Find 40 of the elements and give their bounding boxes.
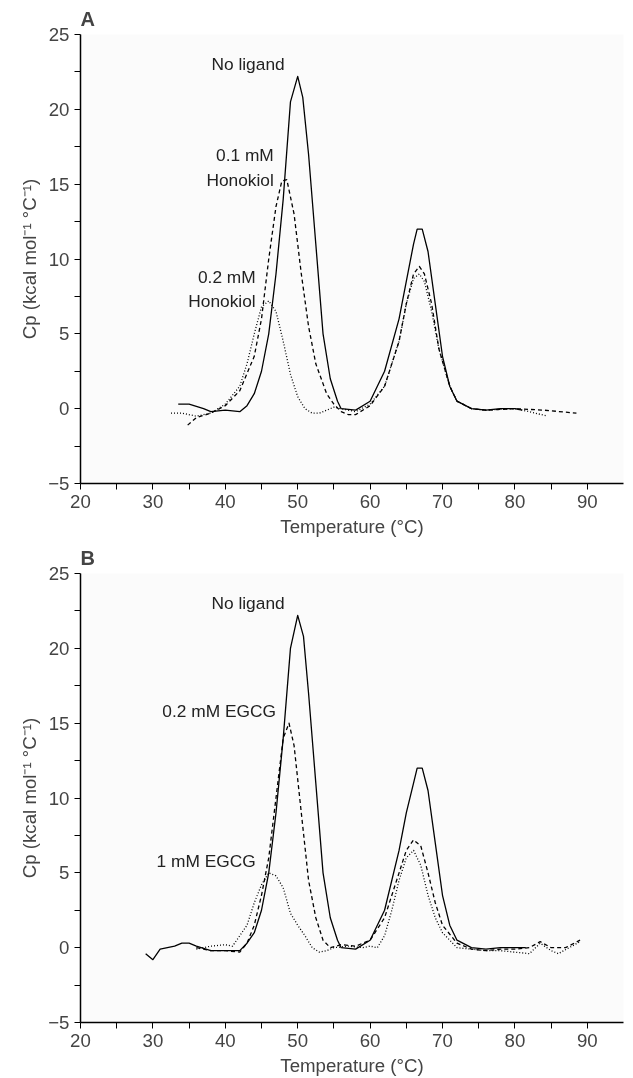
series-label: No ligand: [211, 593, 285, 614]
y-tick-label: 0: [59, 937, 70, 959]
x-tick-label: 40: [214, 490, 236, 512]
x-tick-label: 60: [359, 490, 381, 512]
x-tick-label: 50: [287, 1029, 309, 1051]
x-tick-label: 30: [142, 1029, 164, 1051]
y-tick-label: −5: [48, 473, 70, 494]
series-label: 1 mM EGCG: [156, 850, 256, 871]
x-tick-label: 60: [359, 1029, 381, 1051]
series-label: No ligand: [211, 54, 285, 75]
y-tick-label: 5: [59, 862, 70, 884]
x-tick-label: 90: [576, 490, 598, 512]
series-label: 0.2 mM EGCG: [162, 701, 276, 722]
x-tick-label: 70: [432, 1029, 453, 1051]
y-tick-label: 25: [48, 563, 70, 584]
y-axis-title: Cp (kcal mol⁻¹ °C⁻¹): [19, 178, 41, 340]
x-tick-label: 30: [142, 490, 164, 512]
chart-title: B: [80, 546, 95, 569]
y-tick-label: 20: [48, 98, 70, 120]
y-tick-label: 10: [48, 787, 70, 809]
series-label: 0.2 mM Honokiol: [188, 266, 256, 312]
y-tick-label: 0: [59, 398, 70, 420]
x-tick-label: 40: [214, 1029, 236, 1051]
y-tick-label: 15: [48, 173, 70, 195]
x-axis-title: Temperature (°C): [280, 1054, 424, 1076]
y-tick-label: 5: [59, 323, 70, 345]
y-tick-label: 10: [48, 248, 70, 270]
x-tick-label: 70: [432, 490, 453, 512]
y-tick-label: 25: [48, 24, 70, 45]
y-tick-label: 15: [48, 712, 70, 734]
x-tick-label: 80: [504, 1029, 526, 1051]
x-tick-label: 80: [504, 490, 526, 512]
series-label: 0.1 mM Honokiol: [206, 145, 274, 191]
y-tick-label: 20: [48, 637, 70, 659]
chart-title: A: [80, 7, 95, 30]
x-tick-label: 50: [287, 490, 309, 512]
y-tick-label: −5: [48, 1012, 70, 1033]
y-axis-title: Cp (kcal mol⁻¹ °C⁻¹): [19, 717, 41, 879]
x-tick-label: 90: [576, 1029, 598, 1051]
x-axis-title: Temperature (°C): [280, 515, 424, 537]
